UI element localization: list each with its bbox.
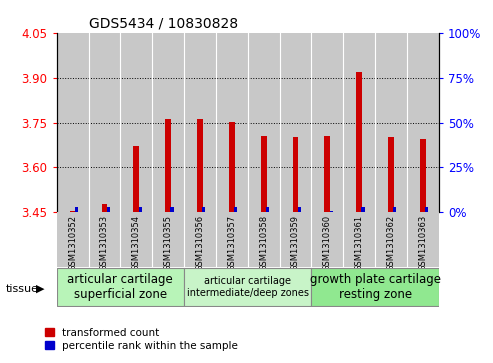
Bar (407, 33, 439, 212)
Bar (57, 33, 89, 212)
Bar (184, 33, 216, 212)
Bar (89, 212, 120, 267)
Text: GSM1310360: GSM1310360 (323, 215, 332, 271)
Bar (324, 136, 330, 212)
Text: GSM1310358: GSM1310358 (259, 215, 268, 271)
Bar (134, 146, 139, 212)
Bar (165, 119, 171, 212)
Bar (312, 33, 343, 212)
Bar (247, 33, 280, 212)
Text: articular cartilage
intermediate/deep zones: articular cartilage intermediate/deep zo… (187, 276, 309, 298)
Bar (312, 212, 343, 267)
Text: GSM1310363: GSM1310363 (419, 215, 427, 271)
Bar (393, 207, 396, 212)
Bar (120, 212, 152, 267)
Bar (70, 211, 75, 212)
Text: GSM1310353: GSM1310353 (100, 215, 109, 271)
Bar (184, 212, 216, 267)
FancyBboxPatch shape (184, 268, 312, 306)
Bar (229, 122, 235, 212)
Bar (216, 33, 247, 212)
Bar (139, 207, 141, 212)
Bar (152, 212, 184, 267)
Text: GSM1310357: GSM1310357 (227, 215, 236, 271)
Text: articular cartilage
superficial zone: articular cartilage superficial zone (68, 273, 173, 301)
Bar (120, 33, 152, 212)
Text: growth plate cartilage
resting zone: growth plate cartilage resting zone (310, 273, 441, 301)
Bar (280, 212, 312, 267)
FancyBboxPatch shape (312, 268, 439, 306)
Text: GSM1310362: GSM1310362 (387, 215, 395, 271)
Bar (171, 207, 174, 212)
Bar (57, 212, 89, 267)
Text: GSM1310355: GSM1310355 (164, 215, 173, 271)
Bar (343, 33, 375, 212)
Bar (298, 207, 301, 212)
Bar (106, 207, 110, 212)
Bar (425, 207, 428, 212)
FancyBboxPatch shape (57, 268, 184, 306)
Bar (202, 207, 206, 212)
Bar (375, 212, 407, 267)
Bar (388, 138, 394, 212)
Legend: transformed count, percentile rank within the sample: transformed count, percentile rank withi… (45, 328, 238, 351)
Bar (216, 212, 247, 267)
Bar (375, 33, 407, 212)
Text: GSM1310352: GSM1310352 (68, 215, 77, 271)
Text: ▶: ▶ (35, 284, 44, 294)
Bar (247, 212, 280, 267)
Bar (102, 204, 107, 212)
Text: GSM1310359: GSM1310359 (291, 215, 300, 271)
Bar (152, 33, 184, 212)
Bar (234, 207, 237, 212)
Bar (407, 212, 439, 267)
Bar (75, 207, 78, 212)
Bar (266, 207, 269, 212)
Bar (280, 33, 312, 212)
Bar (197, 119, 203, 212)
Text: GSM1310356: GSM1310356 (195, 215, 205, 271)
Bar (356, 72, 362, 212)
Bar (329, 211, 333, 212)
Bar (343, 212, 375, 267)
Bar (361, 207, 365, 212)
Text: GDS5434 / 10830828: GDS5434 / 10830828 (89, 16, 238, 30)
Text: GSM1310361: GSM1310361 (354, 215, 364, 271)
Text: GSM1310354: GSM1310354 (132, 215, 141, 271)
Bar (89, 33, 120, 212)
Bar (261, 136, 267, 212)
Text: tissue: tissue (6, 284, 39, 294)
Bar (420, 139, 426, 212)
Bar (293, 137, 298, 212)
